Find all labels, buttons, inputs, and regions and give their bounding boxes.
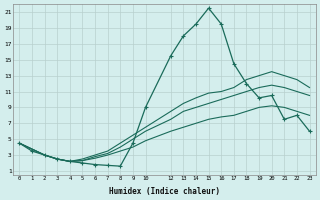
X-axis label: Humidex (Indice chaleur): Humidex (Indice chaleur): [109, 187, 220, 196]
